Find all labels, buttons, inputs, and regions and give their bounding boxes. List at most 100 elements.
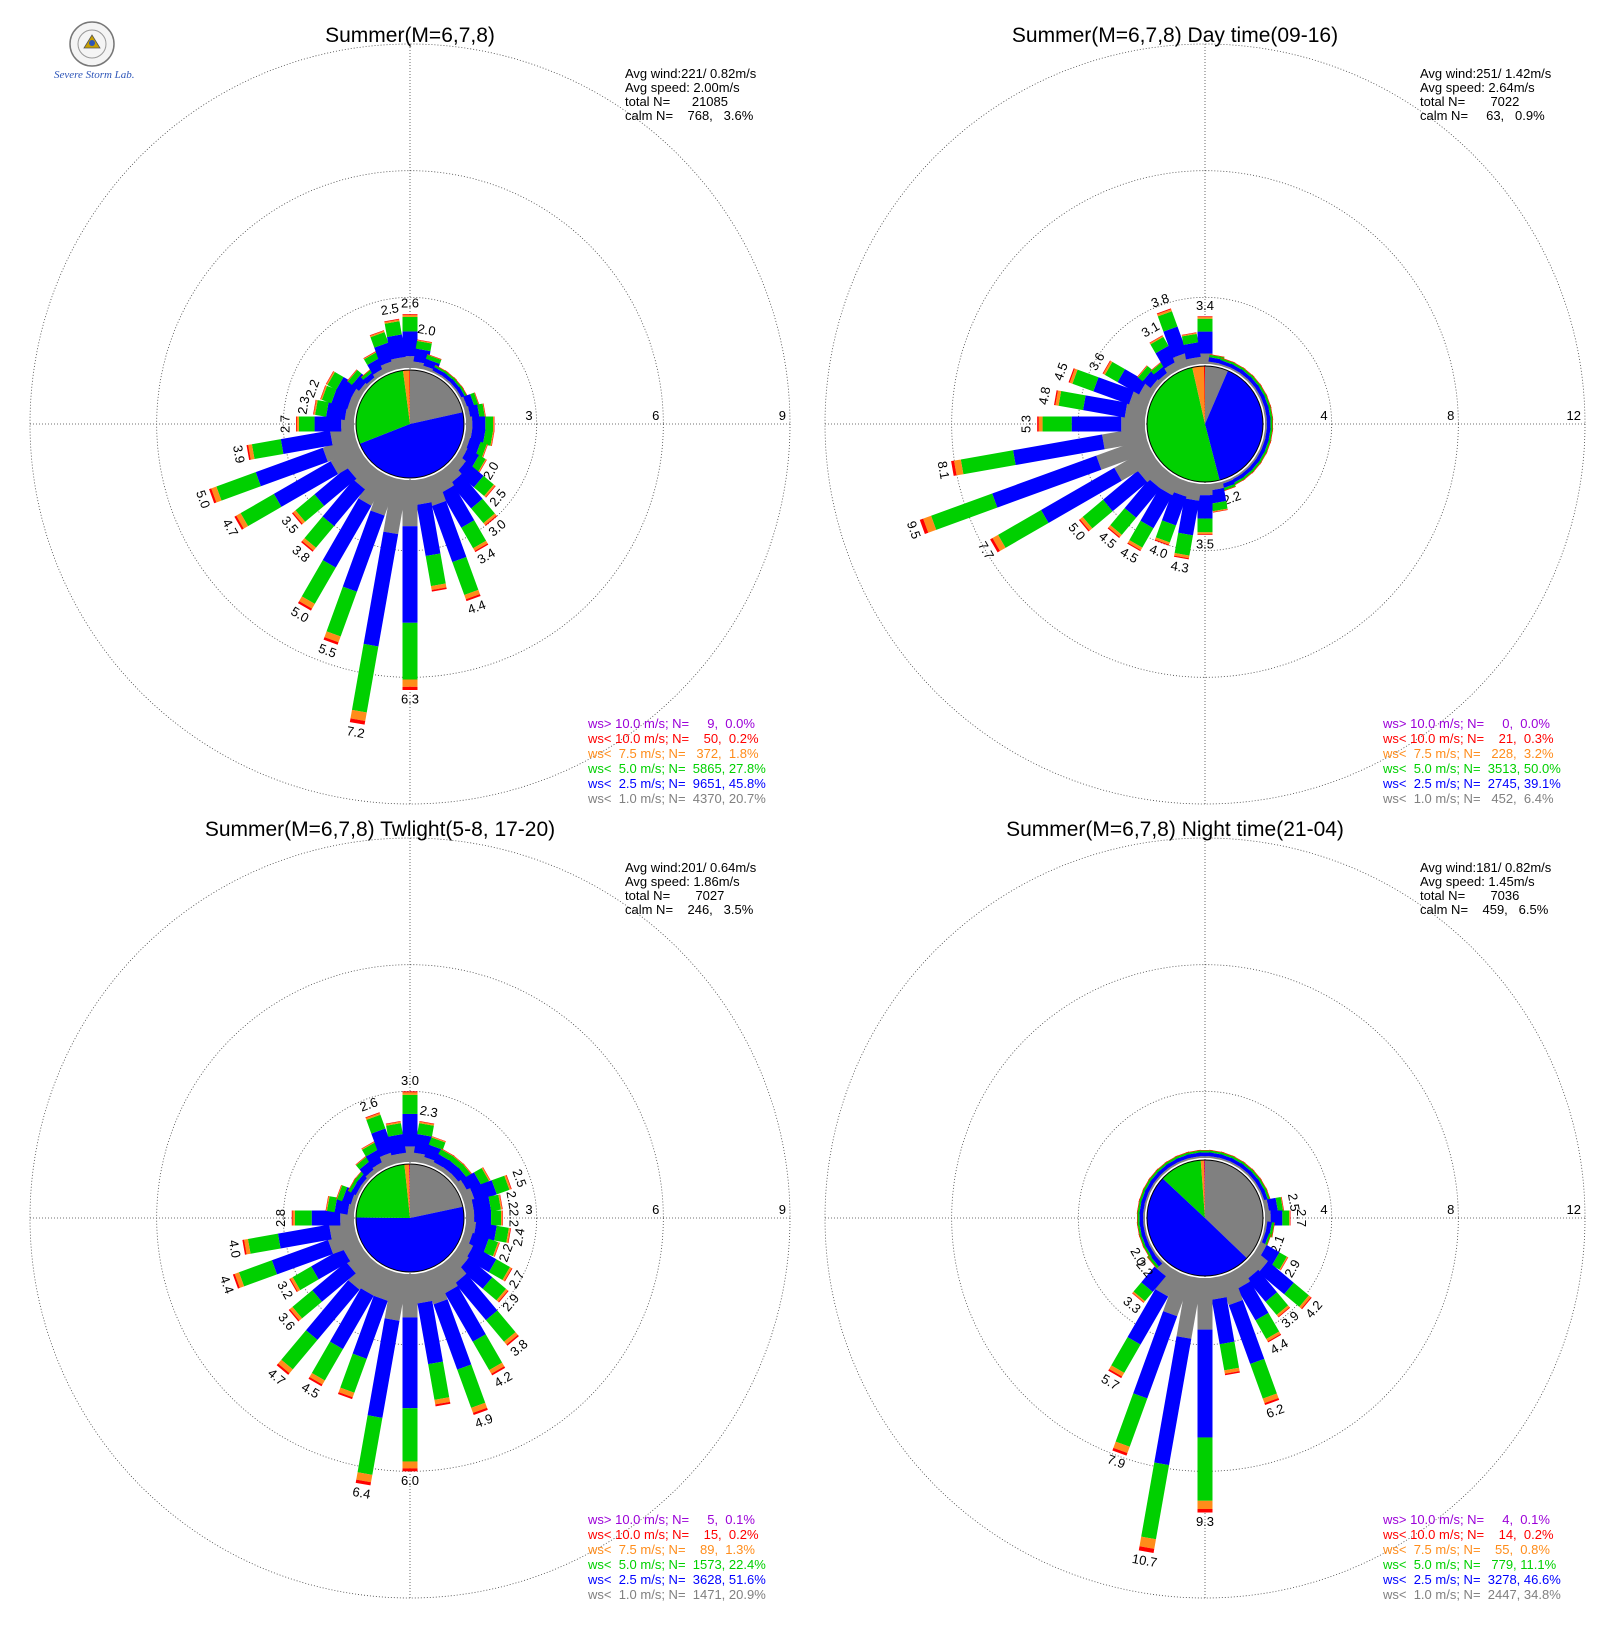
bar-segment — [504, 1175, 512, 1190]
bar-label: 4.9 — [473, 1411, 495, 1431]
stat-line: Avg speed: 2.00m/s — [625, 80, 740, 95]
bar-segment — [435, 1401, 451, 1407]
bar-segment — [951, 460, 957, 476]
direction-bar — [1108, 1266, 1182, 1379]
bar-segment — [1150, 361, 1166, 375]
bar-segment — [470, 392, 480, 409]
bar-label: 2.2 — [503, 1190, 521, 1210]
bar-label: 7.2 — [345, 723, 365, 741]
direction-bar — [1218, 1271, 1280, 1406]
ring-label: 9 — [779, 408, 786, 423]
direction-bar — [1181, 332, 1202, 367]
bar-segment — [1093, 377, 1135, 405]
bar-segment — [440, 462, 462, 484]
bar-segment — [1161, 491, 1187, 526]
bar-segment — [385, 1121, 401, 1125]
bar-segment — [346, 454, 372, 479]
direction-bar — [1246, 1250, 1312, 1310]
bar-segment — [240, 493, 282, 527]
bar-segment — [483, 1238, 499, 1257]
stat-line: Avg wind:201/ 0.64m/s — [625, 860, 757, 875]
ring-label: 12 — [1567, 408, 1581, 423]
bar-segment — [292, 1290, 322, 1319]
bar-segment — [363, 351, 381, 365]
bar-label: 4.8 — [1035, 385, 1053, 405]
bar-segment — [489, 1362, 505, 1374]
bar-segment — [1228, 1300, 1265, 1365]
bar-segment — [326, 371, 335, 385]
bar-label: 4.4 — [217, 1274, 237, 1296]
bar-segment — [1197, 1500, 1213, 1509]
bar-segment — [1212, 508, 1228, 513]
bar-segment — [1082, 395, 1128, 418]
logo: Severe Storm Lab. — [54, 21, 135, 81]
bar-segment — [1251, 1168, 1262, 1181]
direction-bar — [448, 1248, 509, 1303]
bar-segment — [1301, 1297, 1312, 1310]
bar-segment — [482, 444, 488, 459]
bar-segment — [478, 459, 487, 473]
bar-segment — [485, 1310, 516, 1342]
bar-segment — [1096, 437, 1152, 470]
direction-bar — [440, 462, 498, 526]
bar-segment — [1154, 1336, 1192, 1466]
bar-segment — [322, 479, 365, 527]
bar-segment — [461, 520, 487, 549]
bar-segment — [1197, 1152, 1213, 1157]
direction-bar — [288, 1248, 372, 1322]
bar-segment — [1140, 487, 1173, 529]
bar-segment — [462, 1163, 473, 1176]
direction-bar — [431, 1262, 506, 1376]
bar-segment — [1164, 1155, 1178, 1164]
bar-segment — [473, 1167, 490, 1186]
bar-segment — [441, 1148, 455, 1157]
bar-segment — [402, 1274, 418, 1318]
bar-segment — [1108, 525, 1122, 538]
pie-slice — [409, 370, 410, 424]
bar-segment — [1266, 1331, 1281, 1342]
bar-segment — [1078, 519, 1090, 532]
bar-segment — [327, 371, 344, 390]
bar-segment — [1269, 1222, 1275, 1238]
direction-bar — [440, 1256, 519, 1346]
bar-segment — [211, 486, 222, 503]
direction-bar — [412, 1121, 435, 1165]
bar-segment — [1209, 354, 1225, 358]
bar-segment — [350, 709, 367, 722]
bar-segment — [1082, 499, 1113, 529]
direction-bar — [323, 474, 398, 645]
direction-bar — [402, 1274, 418, 1472]
bar-segment — [301, 540, 314, 552]
stat-line: Avg wind:221/ 0.82m/s — [625, 66, 757, 81]
bar-segment — [1141, 1266, 1166, 1292]
bar-segment — [361, 1141, 375, 1150]
pie-slice — [356, 1206, 464, 1272]
stat-line: Avg speed: 2.64m/s — [1420, 80, 1535, 95]
bar-segment — [481, 443, 488, 459]
bar-segment — [1284, 1282, 1309, 1307]
bar-segment — [280, 430, 333, 454]
bar-segment — [1149, 465, 1173, 489]
direction-bar — [463, 1194, 503, 1216]
direction-bar — [1078, 456, 1164, 532]
bar-label: 10.7 — [1131, 1551, 1159, 1570]
ring-label: 4 — [1320, 1202, 1327, 1217]
wind-rose-panel: 3 6 93.02.32.52.22.22.42.22.72.93.84.24.96… — [29, 818, 791, 1602]
bar-segment — [295, 494, 325, 522]
bar-segment — [504, 1268, 513, 1282]
bar-segment — [1037, 416, 1039, 432]
direction-bar — [919, 437, 1152, 534]
bar-segment — [507, 1228, 512, 1243]
bar-segment — [441, 485, 475, 528]
bar-segment — [1141, 1462, 1170, 1540]
direction-bar — [1037, 416, 1145, 432]
bar-segment — [478, 459, 487, 473]
bar-segment — [314, 467, 357, 506]
bar-segment — [1270, 404, 1274, 420]
bar-segment — [1157, 309, 1172, 317]
bar-segment — [488, 1194, 501, 1212]
direction-bar — [465, 1210, 503, 1226]
wind-rose-panel: 4 8 123.42.23.54.34.04.54.55.07.79.58.15.3… — [824, 24, 1586, 806]
bar-segment — [342, 1239, 366, 1262]
bar-label: 2.5 — [1285, 1192, 1303, 1212]
